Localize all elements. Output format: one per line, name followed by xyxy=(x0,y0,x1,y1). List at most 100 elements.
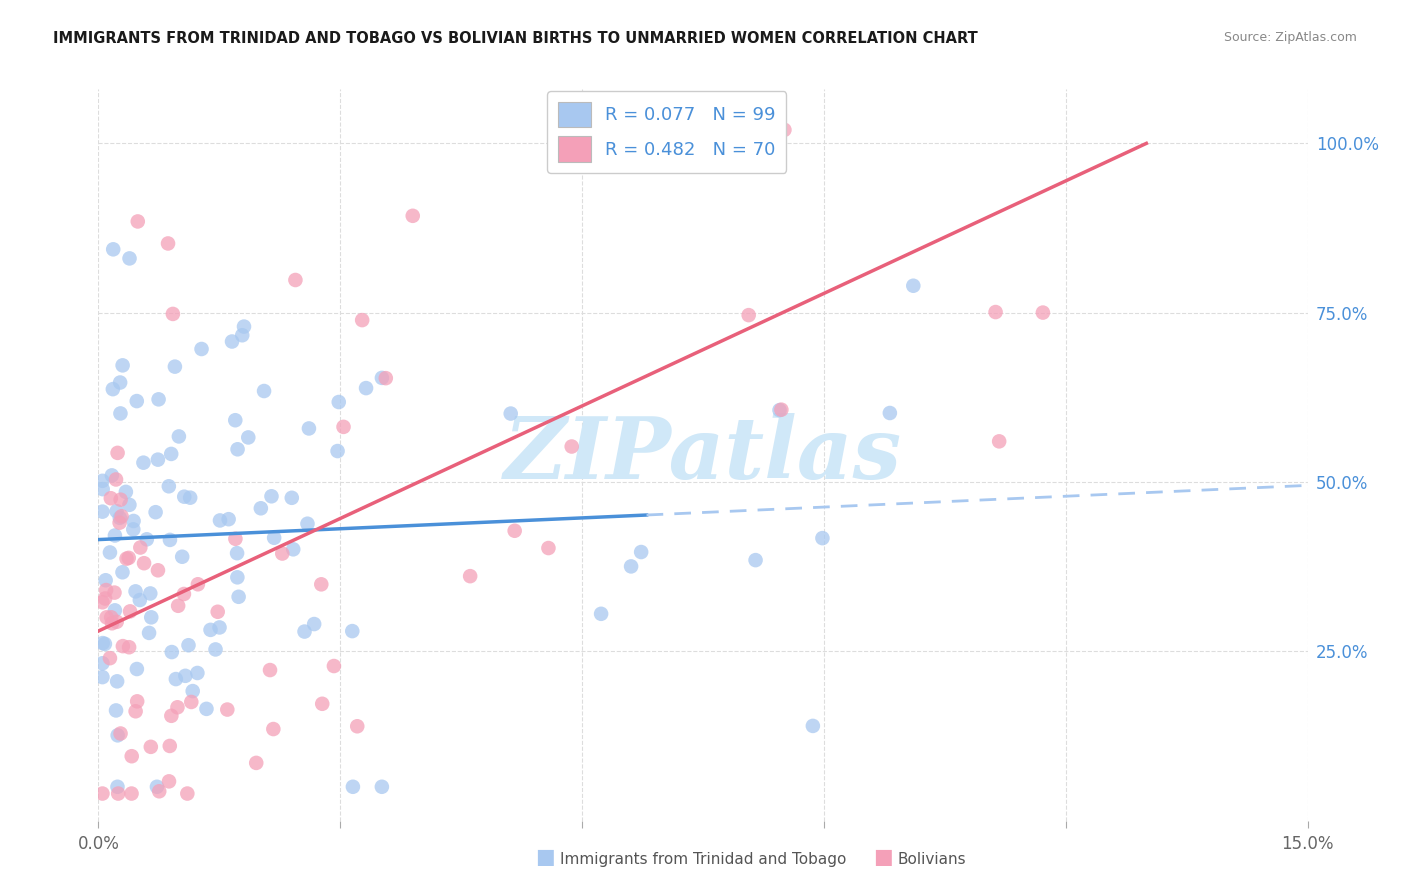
Point xyxy=(104,603,127,617)
Point xyxy=(284,273,307,287)
Text: ■: ■ xyxy=(873,847,893,867)
Point xyxy=(157,774,180,789)
Point xyxy=(591,607,613,621)
Point xyxy=(311,577,333,591)
Point xyxy=(104,528,127,542)
Point xyxy=(139,586,162,600)
Point xyxy=(620,559,643,574)
Point xyxy=(162,307,184,321)
Point xyxy=(224,413,246,427)
Point xyxy=(167,599,190,613)
Point xyxy=(190,342,212,356)
Point xyxy=(146,780,169,794)
Point xyxy=(94,591,117,606)
Point xyxy=(91,670,114,684)
Point xyxy=(94,574,117,588)
Point xyxy=(100,610,122,624)
Point xyxy=(499,407,522,421)
Point xyxy=(226,546,249,560)
Point xyxy=(879,406,901,420)
Point xyxy=(346,719,368,733)
Point xyxy=(107,446,129,460)
Point xyxy=(105,473,128,487)
Point xyxy=(503,524,526,538)
Point xyxy=(208,513,231,527)
Point xyxy=(176,787,198,801)
Point xyxy=(118,252,141,266)
Text: IMMIGRANTS FROM TRINIDAD AND TOBAGO VS BOLIVIAN BIRTHS TO UNMARRIED WOMEN CORREL: IMMIGRANTS FROM TRINIDAD AND TOBAGO VS B… xyxy=(53,31,979,46)
Point xyxy=(110,492,132,507)
Point xyxy=(132,556,155,570)
Point xyxy=(118,640,141,655)
Point xyxy=(111,639,134,653)
Point xyxy=(177,638,200,652)
Point xyxy=(101,382,124,396)
Legend: R = 0.077   N = 99, R = 0.482   N = 70: R = 0.077 N = 99, R = 0.482 N = 70 xyxy=(547,91,786,173)
Point xyxy=(98,545,121,559)
Point xyxy=(101,468,124,483)
Point xyxy=(311,697,333,711)
Point xyxy=(105,615,128,629)
Point xyxy=(91,787,114,801)
Point xyxy=(302,617,325,632)
Point xyxy=(105,703,128,717)
Point xyxy=(186,665,208,680)
Point xyxy=(231,328,253,343)
Point xyxy=(124,704,146,718)
Point xyxy=(181,684,204,698)
Point xyxy=(166,700,188,714)
Point xyxy=(115,551,138,566)
Point xyxy=(125,394,148,409)
Point xyxy=(259,663,281,677)
Point xyxy=(768,403,790,417)
Text: Bolivians: Bolivians xyxy=(897,852,966,867)
Point xyxy=(103,585,125,599)
Point xyxy=(145,505,167,519)
Point xyxy=(101,616,124,631)
Point xyxy=(218,512,240,526)
Point xyxy=(988,434,1011,449)
Point xyxy=(294,624,316,639)
Point xyxy=(984,305,1007,319)
Point xyxy=(371,780,394,794)
Point xyxy=(148,784,170,798)
Point xyxy=(108,511,131,525)
Point xyxy=(322,659,344,673)
Point xyxy=(127,214,149,228)
Point xyxy=(187,577,209,591)
Point xyxy=(108,516,131,530)
Point xyxy=(107,780,129,794)
Point xyxy=(146,452,169,467)
Point xyxy=(110,726,132,740)
Point xyxy=(207,605,229,619)
Point xyxy=(342,780,364,794)
Point xyxy=(91,482,114,496)
Point xyxy=(179,491,201,505)
Text: ZIPatlas: ZIPatlas xyxy=(503,413,903,497)
Point xyxy=(94,637,117,651)
Point xyxy=(110,509,132,524)
Point xyxy=(283,542,305,557)
Point xyxy=(107,728,129,742)
Point xyxy=(148,392,170,407)
Point xyxy=(238,430,260,444)
Point xyxy=(173,490,195,504)
Point xyxy=(157,236,180,251)
Point xyxy=(105,674,128,689)
Point xyxy=(157,479,180,493)
Point xyxy=(226,442,249,457)
Point xyxy=(208,620,231,634)
Point xyxy=(342,624,364,639)
Point xyxy=(173,587,195,601)
Point xyxy=(141,610,163,624)
Point xyxy=(125,662,148,676)
Point xyxy=(160,708,183,723)
Point xyxy=(801,719,824,733)
Point xyxy=(94,582,117,597)
Point xyxy=(281,491,304,505)
Point xyxy=(129,541,152,555)
Point xyxy=(326,444,349,458)
Point xyxy=(263,531,285,545)
Point xyxy=(172,549,194,564)
Point xyxy=(253,384,276,398)
